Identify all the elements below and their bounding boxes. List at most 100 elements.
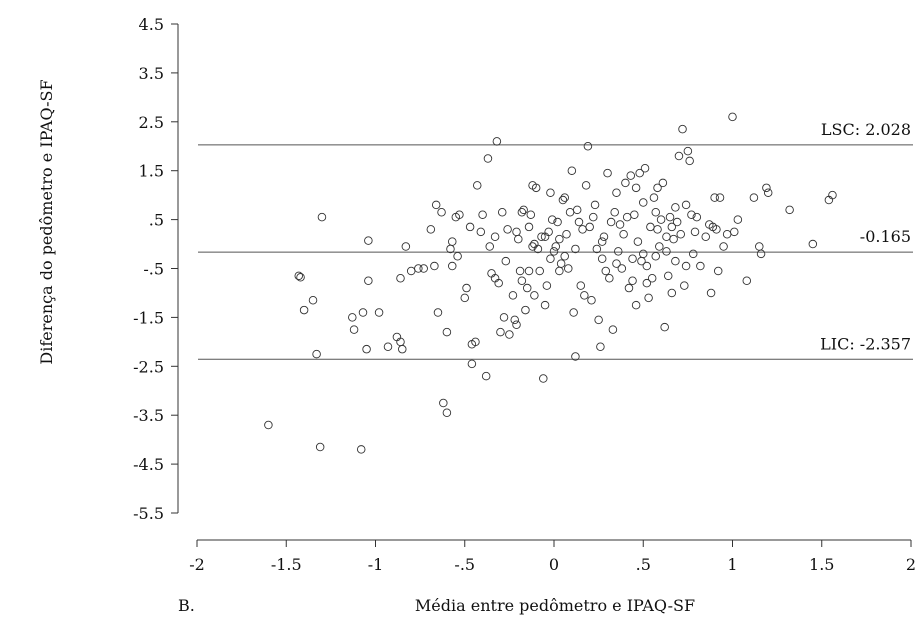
data-point (362, 344, 371, 354)
data-point (597, 237, 607, 246)
data-point (756, 249, 766, 259)
data-point (560, 193, 569, 202)
x-tick-label: -1.5 (271, 555, 302, 574)
data-point (640, 164, 650, 173)
data-point (503, 225, 512, 234)
data-point (460, 293, 470, 303)
data-point (719, 242, 728, 251)
data-point (476, 227, 486, 237)
data-point (628, 276, 637, 285)
data-point (530, 291, 539, 300)
data-point (471, 337, 480, 347)
data-point (317, 212, 327, 222)
data-point (592, 244, 602, 254)
data-point (605, 274, 614, 283)
data-point (665, 212, 675, 222)
data-point (437, 208, 446, 217)
data-point (642, 261, 652, 271)
data-point (603, 168, 612, 178)
data-point (294, 271, 303, 281)
data-point (546, 254, 555, 263)
data-point (308, 296, 318, 305)
data-point (439, 398, 448, 408)
y-tick-label: 4.5 (139, 15, 164, 34)
data-point (599, 232, 609, 241)
data-point (733, 215, 743, 224)
data-point (564, 264, 573, 273)
y-tick-label: -.5 (143, 260, 164, 279)
data-point (401, 242, 411, 251)
data-point (348, 313, 357, 322)
data-point (499, 313, 509, 322)
data-point (448, 237, 457, 246)
data-point (364, 236, 373, 245)
data-point (647, 274, 657, 283)
data-point (622, 212, 632, 222)
data-point (512, 227, 521, 237)
data-point (315, 442, 325, 452)
data-point (580, 291, 589, 300)
data-point (446, 244, 455, 254)
x-tick-label: 2 (906, 555, 916, 574)
data-point (565, 208, 575, 217)
data-point (539, 374, 548, 383)
data-point (497, 208, 507, 217)
data-point (660, 322, 669, 332)
data-point (492, 137, 502, 146)
data-point (519, 205, 528, 215)
data-point (762, 183, 771, 193)
data-point (549, 247, 559, 256)
data-point (656, 215, 666, 224)
data-point (614, 247, 623, 256)
data-point (706, 288, 716, 298)
data-point (583, 141, 593, 151)
data-point (398, 344, 407, 354)
data-point (508, 291, 518, 300)
data-point (514, 234, 523, 244)
data-point (642, 278, 652, 288)
data-point (701, 232, 710, 241)
data-point (544, 227, 553, 237)
data-point (667, 288, 677, 298)
data-point (678, 124, 687, 134)
data-point (349, 325, 359, 334)
panel-label: B. (178, 596, 195, 615)
data-point (472, 181, 482, 190)
data-point (546, 188, 555, 197)
data-point (601, 266, 611, 276)
data-point (517, 208, 527, 217)
data-point (755, 242, 764, 251)
data-point (658, 178, 668, 188)
data-point (662, 232, 671, 241)
data-point (749, 193, 759, 202)
data-point (671, 256, 680, 266)
data-point (722, 230, 732, 239)
y-tick-label: 1.5 (139, 162, 164, 181)
data-point (522, 283, 532, 293)
x-tick-label: -2 (189, 555, 205, 574)
data-point (537, 232, 546, 241)
data-point (478, 210, 487, 219)
data-point (574, 217, 584, 227)
data-point (576, 281, 586, 290)
data-point (364, 276, 373, 285)
data-point (521, 305, 530, 315)
data-point (617, 264, 627, 273)
data-point (505, 330, 514, 339)
data-point (626, 171, 636, 180)
data-point (653, 183, 662, 193)
data-point (542, 281, 552, 290)
data-point (687, 210, 696, 219)
y-tick-label: .5 (149, 211, 164, 230)
y-tick-label: 2.5 (139, 113, 164, 132)
data-point (828, 190, 837, 200)
y-tick-label: -2.5 (133, 357, 164, 376)
data-point (442, 408, 452, 418)
x-tick-label: 1 (727, 555, 737, 574)
data-point (585, 222, 594, 232)
data-point (606, 217, 616, 227)
data-point (610, 208, 619, 217)
data-point (674, 151, 684, 161)
